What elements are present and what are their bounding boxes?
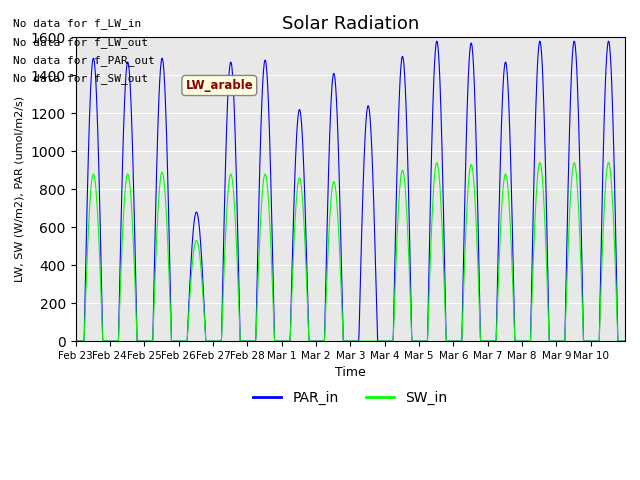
Text: No data for f_LW_in: No data for f_LW_in [13,18,141,29]
PAR_in [560,338,568,344]
PAR_in [614,338,622,344]
Text: No data for f_LW_out: No data for f_LW_out [13,36,148,48]
Legend: PAR_in, SW_in: PAR_in, SW_in [248,385,452,410]
PAR_in [480,338,488,344]
X-axis label: Time: Time [335,366,365,379]
SW_in [605,160,612,166]
PAR_in [72,338,79,344]
Text: No data for f_SW_out: No data for f_SW_out [13,73,148,84]
SW_in [621,338,629,344]
PAR_in [605,38,612,44]
SW_in [614,338,622,344]
SW_in [157,170,165,176]
SW_in [326,222,333,228]
Line: PAR_in: PAR_in [76,41,625,341]
PAR_in [621,338,629,344]
SW_in [480,338,488,344]
PAR_in [326,144,333,149]
SW_in [560,338,568,344]
PAR_in [157,57,165,63]
PAR_in [336,192,344,198]
Y-axis label: LW, SW (W/m2), PAR (umol/m2/s): LW, SW (W/m2), PAR (umol/m2/s) [15,96,25,282]
SW_in [72,338,79,344]
SW_in [336,252,344,257]
Line: SW_in: SW_in [76,163,625,341]
Title: Solar Radiation: Solar Radiation [282,15,419,33]
Text: LW_arable: LW_arable [186,79,253,92]
Text: No data for f_PAR_out: No data for f_PAR_out [13,55,154,66]
